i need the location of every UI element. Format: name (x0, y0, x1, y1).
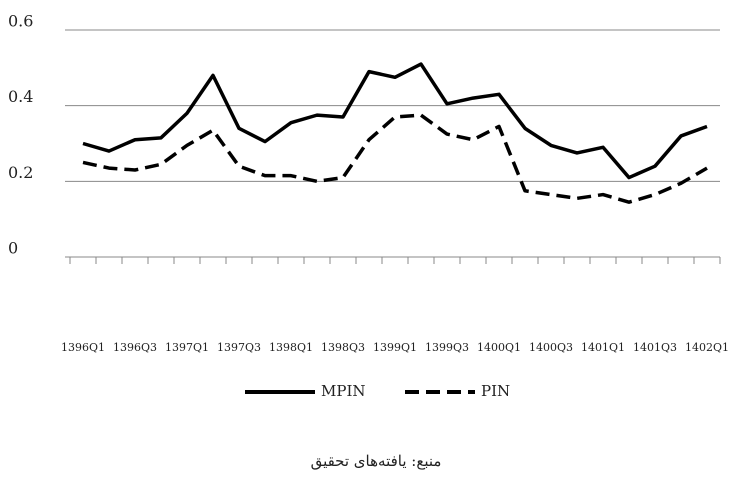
legend-label: MPIN (321, 382, 366, 400)
x-tick-label: 1397Q1 (165, 341, 209, 354)
legend-label: PIN (481, 382, 510, 400)
x-tick-label: 1399Q3 (425, 341, 469, 354)
x-tick-label: 1401Q3 (633, 341, 677, 354)
x-tick-label: 1400Q3 (529, 341, 573, 354)
x-tick-label: 1396Q3 (113, 341, 157, 354)
x-tick-label: 1396Q1 (61, 341, 105, 354)
x-tick-label: 1400Q1 (477, 341, 521, 354)
x-tick-label: 1397Q3 (217, 341, 261, 354)
y-tick-label: 0.2 (8, 163, 33, 182)
source-note: منبع: یافته‌های تحقیق (311, 452, 442, 470)
y-tick-label: 0 (8, 239, 18, 258)
series-line (82, 113, 708, 204)
y-tick-label: 0.6 (8, 12, 33, 31)
y-tick-label: 0.4 (8, 87, 33, 106)
x-tick-label: 1402Q1 (685, 341, 729, 354)
series-line (82, 62, 708, 180)
x-tick-label: 1398Q3 (321, 341, 365, 354)
x-tick-label: 1398Q1 (269, 341, 313, 354)
x-tick-label: 1401Q1 (581, 341, 625, 354)
x-tick-label: 1399Q1 (373, 341, 417, 354)
